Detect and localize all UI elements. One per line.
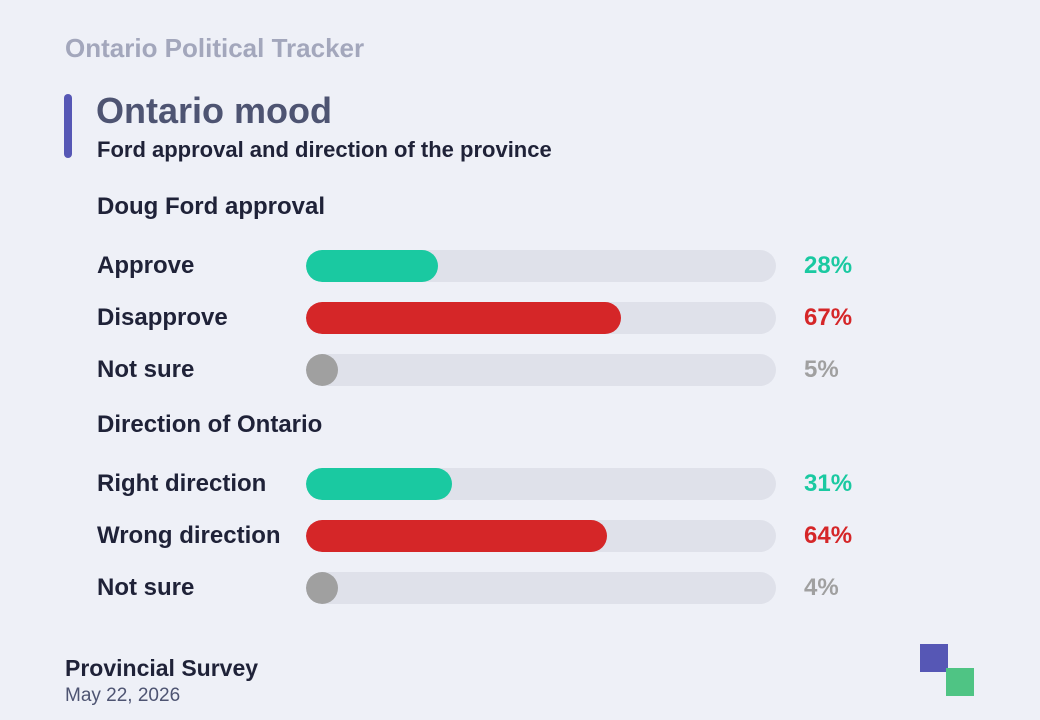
bar-label: Not sure	[97, 356, 195, 383]
bar-fill	[306, 250, 438, 282]
page-subtitle: Ford approval and direction of the provi…	[97, 137, 552, 162]
bar-row: Not sure 5%	[0, 354, 1040, 386]
bar-fill	[306, 468, 452, 500]
bar-row: Wrong direction 64%	[0, 520, 1040, 552]
section-title: Doug Ford approval	[97, 193, 325, 220]
bar-fill	[306, 302, 621, 334]
bar-value-label: 67%	[804, 304, 853, 331]
section-title: Direction of Ontario	[97, 411, 323, 438]
bar-row: Not sure 4%	[0, 572, 1040, 604]
bar-label: Not sure	[97, 574, 195, 601]
page-title: Ontario mood	[96, 90, 332, 131]
bar-row: Approve 28%	[0, 250, 1040, 282]
bar-value-label: 4%	[804, 574, 839, 601]
kicker: Ontario Political Tracker	[65, 33, 365, 63]
bar-label: Approve	[97, 252, 195, 279]
bar-value-label: 28%	[804, 252, 853, 279]
bar-track	[306, 250, 776, 282]
footer-date: May 22, 2026	[65, 685, 181, 706]
bar-value-label: 31%	[804, 470, 853, 497]
bar-track	[306, 572, 776, 604]
bar-value-label: 64%	[804, 522, 853, 549]
bar-track	[306, 354, 776, 386]
title-accent-bar	[64, 94, 72, 158]
brand-logo-square-green	[946, 668, 974, 696]
bar-track	[306, 468, 776, 500]
bar-track	[306, 302, 776, 334]
bar-label: Right direction	[97, 470, 267, 497]
footer-source: Provincial Survey	[65, 655, 259, 681]
bar-value-label: 5%	[804, 356, 839, 383]
bar-track	[306, 520, 776, 552]
bar-label: Disapprove	[97, 304, 228, 331]
bar-label: Wrong direction	[97, 522, 281, 549]
bar-row: Right direction 31%	[0, 468, 1040, 500]
bar-row: Disapprove 67%	[0, 302, 1040, 334]
bar-fill	[306, 354, 338, 386]
brand-logo-square-purple	[920, 644, 948, 672]
bar-fill	[306, 572, 338, 604]
bar-fill	[306, 520, 607, 552]
